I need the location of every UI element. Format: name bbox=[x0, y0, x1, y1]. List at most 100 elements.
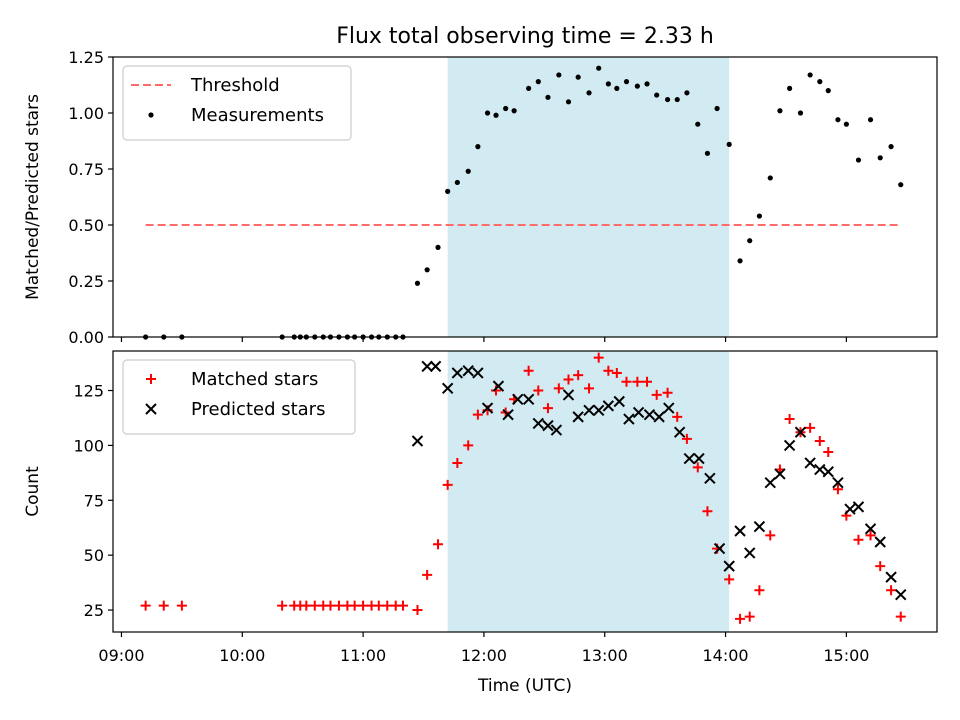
data-point bbox=[654, 92, 660, 98]
y-axis-label: Matched/Predicted stars bbox=[23, 94, 43, 300]
data-point bbox=[176, 600, 187, 611]
axes-frame bbox=[112, 56, 938, 338]
data-point bbox=[692, 462, 703, 473]
data-point bbox=[895, 588, 907, 601]
data-point bbox=[592, 404, 605, 416]
x-tick-label: 14:00 bbox=[703, 646, 749, 665]
y-tick-label: 1.25 bbox=[68, 48, 104, 67]
data-point bbox=[853, 534, 864, 545]
data-point bbox=[674, 96, 680, 103]
data-point bbox=[704, 472, 716, 485]
legend: Threshold Measurements bbox=[122, 65, 352, 141]
data-point bbox=[454, 179, 460, 186]
series-matched-stars bbox=[140, 352, 906, 624]
data-point bbox=[673, 426, 686, 438]
data-point bbox=[777, 108, 783, 114]
data-point bbox=[832, 477, 844, 489]
x-tick-label: 13:00 bbox=[582, 646, 628, 665]
y-tick-label: 0.50 bbox=[68, 216, 104, 235]
data-point bbox=[805, 422, 816, 433]
data-point bbox=[411, 435, 424, 447]
observing-window-span bbox=[447, 351, 730, 632]
data-point bbox=[602, 400, 615, 412]
data-point bbox=[158, 600, 169, 611]
data-point bbox=[744, 547, 756, 559]
data-point bbox=[852, 501, 865, 513]
y-tick-label: 75 bbox=[84, 491, 104, 510]
data-point bbox=[794, 426, 807, 438]
data-point bbox=[735, 613, 746, 624]
data-point bbox=[512, 393, 524, 406]
data-point bbox=[774, 468, 786, 480]
data-point bbox=[684, 90, 690, 96]
data-point bbox=[553, 383, 564, 394]
data-point bbox=[573, 370, 584, 381]
data-point bbox=[613, 395, 625, 408]
data-point bbox=[472, 409, 483, 420]
data-point bbox=[835, 117, 841, 123]
data-point bbox=[563, 374, 574, 385]
data-point bbox=[358, 600, 369, 611]
data-point bbox=[481, 402, 494, 414]
data-point bbox=[545, 94, 551, 100]
data-point bbox=[397, 600, 408, 611]
data-point bbox=[542, 419, 554, 432]
data-point bbox=[435, 244, 441, 250]
data-point bbox=[465, 168, 471, 174]
data-point bbox=[614, 85, 620, 91]
data-point bbox=[584, 383, 595, 394]
series-predicted-stars bbox=[411, 360, 907, 601]
data-point bbox=[424, 267, 430, 273]
data-point bbox=[441, 382, 454, 395]
data-point bbox=[484, 110, 491, 116]
data-point bbox=[672, 411, 683, 422]
data-point bbox=[623, 413, 635, 425]
data-point bbox=[382, 600, 393, 611]
observing-window-spans bbox=[447, 57, 730, 632]
data-point bbox=[503, 105, 509, 112]
y-tick-label: 50 bbox=[84, 546, 104, 565]
data-point bbox=[452, 457, 463, 468]
data-point bbox=[843, 121, 849, 127]
data-point bbox=[783, 439, 796, 452]
x-axis-label: Time (UTC) bbox=[477, 676, 572, 696]
data-point bbox=[575, 74, 581, 80]
data-point bbox=[532, 417, 544, 430]
data-point bbox=[572, 411, 584, 423]
legend-box bbox=[122, 65, 352, 141]
data-point bbox=[325, 600, 336, 611]
data-point bbox=[523, 365, 534, 376]
data-point bbox=[888, 144, 894, 150]
data-point bbox=[807, 72, 813, 78]
data-point bbox=[726, 141, 732, 147]
legend-marker bbox=[146, 374, 156, 384]
legend-marker bbox=[145, 403, 157, 415]
data-point bbox=[804, 457, 816, 469]
data-point bbox=[643, 408, 656, 421]
data-point bbox=[593, 352, 604, 363]
data-point bbox=[611, 367, 622, 378]
data-point bbox=[877, 155, 883, 161]
data-point bbox=[462, 365, 474, 377]
legend-box bbox=[122, 359, 356, 435]
data-point bbox=[333, 600, 344, 611]
data-point bbox=[550, 424, 563, 436]
data-point bbox=[433, 539, 444, 550]
data-point bbox=[875, 561, 886, 572]
data-point bbox=[693, 452, 705, 465]
data-point bbox=[844, 503, 856, 515]
data-point bbox=[472, 367, 484, 379]
data-point bbox=[414, 280, 421, 286]
data-point bbox=[475, 144, 481, 150]
x-tick-label: 11:00 bbox=[340, 646, 386, 665]
x-tick-label: 15:00 bbox=[823, 646, 869, 665]
data-point bbox=[713, 542, 726, 555]
data-point bbox=[753, 520, 766, 533]
data-point bbox=[596, 65, 602, 71]
data-point bbox=[603, 365, 614, 376]
data-point bbox=[786, 85, 793, 91]
y-axis-label: Count bbox=[23, 466, 43, 517]
data-point bbox=[542, 403, 553, 414]
data-point bbox=[651, 389, 662, 400]
